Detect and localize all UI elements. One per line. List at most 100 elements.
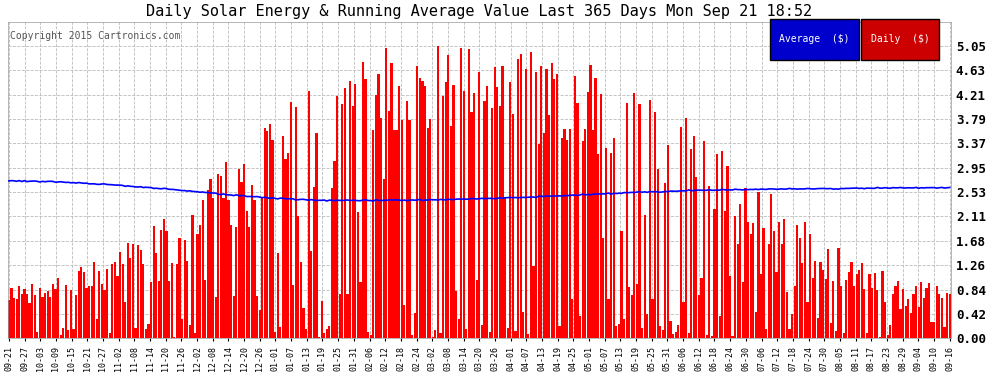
Bar bbox=[835, 331, 838, 338]
Bar bbox=[592, 130, 594, 338]
Bar bbox=[165, 231, 167, 338]
Bar bbox=[339, 294, 341, 338]
Bar bbox=[215, 297, 217, 338]
Bar bbox=[571, 299, 573, 338]
Bar bbox=[680, 126, 682, 338]
Bar bbox=[122, 264, 124, 338]
Bar bbox=[757, 192, 759, 338]
Bar bbox=[447, 56, 449, 338]
Bar bbox=[538, 144, 540, 338]
Bar bbox=[44, 293, 47, 338]
Bar bbox=[344, 88, 346, 338]
Bar bbox=[825, 279, 827, 338]
Bar bbox=[468, 49, 470, 338]
Bar bbox=[801, 263, 804, 338]
Bar bbox=[75, 295, 77, 338]
Bar bbox=[587, 92, 589, 338]
Bar bbox=[946, 293, 948, 338]
Bar bbox=[263, 128, 266, 338]
Bar bbox=[47, 291, 49, 338]
Bar bbox=[517, 59, 519, 338]
Bar bbox=[530, 52, 532, 338]
Bar bbox=[858, 270, 860, 338]
Bar bbox=[634, 93, 636, 338]
Bar bbox=[687, 333, 690, 338]
Bar bbox=[648, 100, 651, 338]
Bar bbox=[533, 266, 535, 338]
Bar bbox=[515, 331, 517, 338]
Bar bbox=[196, 234, 199, 338]
Bar bbox=[372, 130, 374, 338]
Bar bbox=[261, 196, 263, 338]
Bar bbox=[618, 324, 620, 338]
Bar bbox=[674, 332, 677, 338]
Bar bbox=[419, 78, 421, 338]
Bar bbox=[775, 272, 777, 338]
Bar bbox=[799, 238, 801, 338]
Bar bbox=[605, 148, 607, 338]
Bar bbox=[608, 298, 610, 338]
Bar bbox=[143, 264, 145, 338]
Bar bbox=[354, 84, 356, 338]
Bar bbox=[59, 335, 61, 338]
Bar bbox=[940, 298, 943, 338]
Bar bbox=[721, 151, 724, 338]
Bar bbox=[217, 174, 220, 338]
Bar bbox=[284, 159, 286, 338]
Bar bbox=[449, 126, 452, 338]
Bar bbox=[667, 146, 669, 338]
Bar bbox=[90, 286, 93, 338]
Bar bbox=[432, 337, 434, 338]
Bar bbox=[881, 271, 884, 338]
Bar bbox=[488, 332, 491, 338]
Bar bbox=[42, 297, 44, 338]
Bar bbox=[866, 333, 868, 338]
Bar bbox=[101, 284, 103, 338]
Bar bbox=[442, 96, 445, 338]
Bar bbox=[820, 262, 822, 338]
Bar bbox=[499, 106, 501, 338]
Bar bbox=[93, 262, 95, 338]
Bar bbox=[690, 149, 692, 338]
Bar bbox=[137, 245, 140, 338]
Bar bbox=[778, 222, 780, 338]
Bar bbox=[364, 80, 366, 338]
Bar bbox=[773, 231, 775, 338]
Bar bbox=[318, 337, 320, 338]
Bar bbox=[163, 219, 165, 338]
Bar bbox=[194, 333, 196, 338]
Bar bbox=[631, 295, 633, 338]
Bar bbox=[543, 133, 545, 338]
Bar bbox=[623, 319, 625, 338]
Bar bbox=[429, 119, 432, 338]
Bar bbox=[207, 189, 209, 338]
Bar bbox=[445, 82, 446, 338]
Bar bbox=[502, 66, 504, 338]
Bar bbox=[579, 316, 581, 338]
Bar bbox=[845, 280, 847, 338]
Bar bbox=[876, 290, 878, 338]
Bar bbox=[149, 282, 152, 338]
Bar bbox=[39, 288, 41, 338]
Bar bbox=[918, 307, 920, 338]
Bar bbox=[833, 281, 835, 338]
Bar bbox=[282, 136, 284, 338]
Bar bbox=[661, 330, 664, 338]
Bar bbox=[462, 91, 465, 338]
Bar bbox=[460, 48, 462, 338]
Bar bbox=[812, 278, 814, 338]
Bar bbox=[127, 243, 129, 338]
Bar bbox=[212, 198, 214, 338]
Bar bbox=[96, 319, 98, 338]
Bar bbox=[199, 225, 201, 338]
Bar bbox=[266, 131, 268, 338]
Bar bbox=[37, 333, 39, 338]
Bar bbox=[303, 308, 305, 338]
Bar bbox=[369, 335, 372, 338]
Bar bbox=[682, 302, 684, 338]
Bar bbox=[669, 321, 671, 338]
Bar bbox=[644, 214, 645, 338]
Bar bbox=[271, 140, 273, 338]
Bar bbox=[236, 227, 238, 338]
Bar bbox=[145, 329, 147, 338]
